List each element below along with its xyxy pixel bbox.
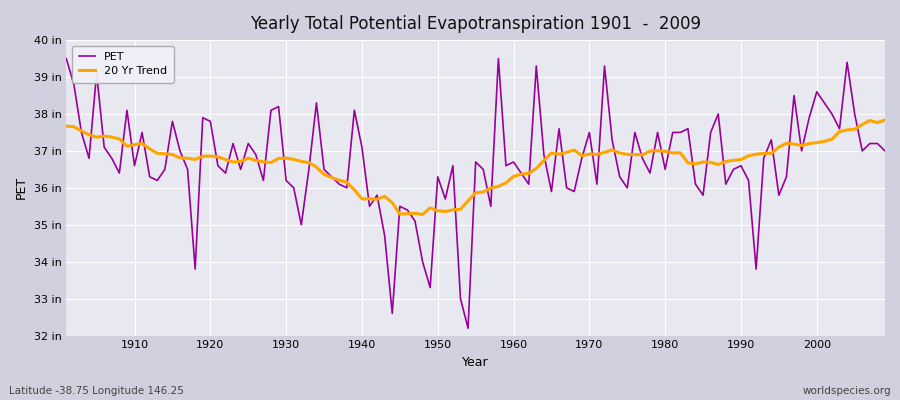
Title: Yearly Total Potential Evapotranspiration 1901  -  2009: Yearly Total Potential Evapotranspiratio… <box>250 15 701 33</box>
Y-axis label: PET: PET <box>15 176 28 200</box>
X-axis label: Year: Year <box>463 356 489 369</box>
PET <box>334 182 345 186</box>
PET <box>607 138 617 142</box>
Text: Latitude -38.75 Longitude 146.25: Latitude -38.75 Longitude 146.25 <box>9 386 184 396</box>
Legend: PET, 20 Yr Trend: PET, 20 Yr Trend <box>72 46 174 82</box>
20 Yr Trend <box>879 118 890 122</box>
20 Yr Trend <box>334 178 345 183</box>
20 Yr Trend <box>288 157 299 162</box>
PET <box>463 326 473 330</box>
20 Yr Trend <box>122 144 132 148</box>
PET <box>122 108 132 113</box>
20 Yr Trend <box>418 212 428 217</box>
Text: worldspecies.org: worldspecies.org <box>803 386 891 396</box>
20 Yr Trend <box>516 172 526 176</box>
PET <box>516 171 526 176</box>
Line: 20 Yr Trend: 20 Yr Trend <box>67 120 885 214</box>
20 Yr Trend <box>607 148 617 152</box>
PET <box>508 160 519 164</box>
PET <box>61 56 72 61</box>
Line: PET: PET <box>67 58 885 328</box>
PET <box>288 186 299 190</box>
20 Yr Trend <box>61 124 72 128</box>
PET <box>879 148 890 153</box>
20 Yr Trend <box>508 174 519 179</box>
